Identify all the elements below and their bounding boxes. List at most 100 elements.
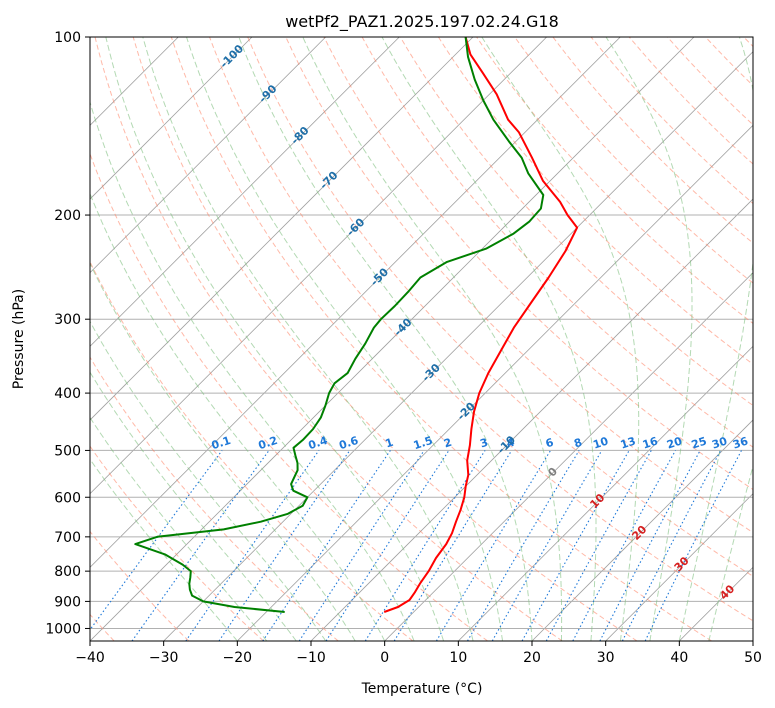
mixing-ratio-line [644, 450, 742, 641]
mixing-ratio-label: 0.6 [337, 434, 360, 452]
moist-adiabat [90, 416, 268, 641]
dry-adiabat [94, 37, 563, 641]
y-tick-label: 1000 [45, 621, 81, 637]
moist-adiabat [381, 37, 597, 641]
y-tick-label: 200 [54, 208, 81, 224]
isotherm-line [90, 37, 326, 274]
moist-adiabat [238, 37, 533, 641]
dry-adiabat [323, 37, 753, 491]
mixing-ratio-line [572, 450, 676, 641]
x-tick-label: 30 [597, 650, 615, 666]
grid-layer [90, 37, 753, 641]
isotherm-line [90, 37, 400, 347]
moist-adiabat [90, 371, 297, 641]
x-tick-label: 20 [523, 650, 541, 666]
mixing-ratio-line [621, 450, 722, 641]
mixing-ratio-label: 8 [572, 436, 583, 451]
y-tick-label: 600 [54, 490, 81, 506]
mixing-ratio-label: 0.2 [257, 434, 280, 452]
mixing-ratio-line [185, 450, 320, 641]
dry-adiabat [247, 37, 753, 577]
dewpoint-profile-line [134, 37, 545, 613]
y-axis-title: Pressure (hPa) [11, 289, 27, 389]
isotherm-line [90, 37, 621, 568]
mixing-ratio-label: 10 [591, 434, 610, 451]
mixing-ratio-line [393, 450, 513, 641]
moist-adiabat [678, 37, 753, 641]
y-tick-label: 100 [54, 30, 81, 46]
plot-frame [89, 36, 754, 642]
dry-adiabat [90, 356, 339, 641]
mixing-ratio-label: 16 [641, 434, 660, 451]
profile-layer [134, 37, 579, 613]
moist-adiabat [90, 262, 356, 641]
mixing-ratio-label: 6 [544, 436, 556, 451]
isotherm-line [605, 493, 753, 641]
moist-adiabat [90, 100, 415, 641]
dry-adiabat [132, 37, 638, 641]
x-tick-label: −30 [149, 650, 179, 666]
y-tick-label: 700 [54, 530, 81, 546]
mixing-ratio-line [262, 450, 391, 641]
mixing-ratio-line [218, 450, 351, 641]
mixing-ratio-line [325, 450, 450, 641]
mixing-ratio-label: 30 [710, 434, 729, 451]
mixing-ratio-line [521, 450, 630, 641]
isotherm-line [531, 419, 753, 641]
chart-title: wetPf2_PAZ1.2025.197.02.24.G18 [285, 12, 559, 32]
x-tick-label: 10 [449, 650, 467, 666]
y-tick-label: 400 [54, 386, 81, 402]
moist-adiabat [302, 37, 563, 641]
mixing-ratio-label: 36 [731, 434, 750, 451]
x-tick-label: 0 [380, 650, 389, 666]
x-tick-label: −40 [75, 650, 105, 666]
dry-adiabat [514, 37, 753, 284]
mixing-ratio-label: 4 [505, 436, 517, 451]
mixing-ratio-label: 0.4 [307, 434, 330, 452]
y-tick-label: 800 [54, 564, 81, 580]
isotherm-line [90, 37, 695, 641]
isotherm-line [163, 51, 753, 641]
moist-adiabat [90, 458, 238, 641]
moist-adiabat [105, 37, 445, 641]
moist-adiabat [90, 192, 386, 641]
mixing-ratio-label: 1 [384, 436, 395, 451]
isotherm-line [90, 37, 253, 200]
mixing-ratio-line [298, 450, 425, 641]
y-tick-label: 300 [54, 312, 81, 328]
y-tick-label: 900 [54, 594, 81, 610]
mixing-ratio-label: 20 [665, 434, 684, 451]
moist-adiabat [142, 37, 474, 641]
isotherm-line [384, 272, 753, 641]
x-tick-label: 40 [670, 650, 688, 666]
isotherm-line [237, 124, 753, 641]
dry-adiabat [90, 445, 264, 641]
mixing-ratio-line [131, 450, 270, 641]
temperature-profile-line [383, 37, 579, 613]
mixing-ratio-label: 0.1 [210, 434, 233, 452]
mixing-ratio-line [90, 450, 223, 631]
isotherm-line [458, 345, 753, 641]
x-tick-label: −10 [296, 650, 326, 666]
mixing-ratio-line [545, 450, 652, 641]
y-tick-label: 500 [54, 443, 81, 459]
dry-adiabat [170, 37, 712, 641]
dry-adiabat [209, 37, 753, 622]
mixing-ratio-label: 3 [478, 436, 489, 451]
isotherm-line [90, 37, 474, 421]
x-tick-label: 50 [744, 650, 762, 666]
dry-adiabat [399, 37, 753, 407]
x-axis-title: Temperature (°C) [361, 681, 483, 697]
moist-adiabat [605, 37, 693, 641]
dry-adiabat [90, 152, 488, 641]
dry-adiabat [437, 37, 753, 365]
mixing-ratio-label: 25 [690, 435, 709, 452]
x-tick-label: −20 [223, 650, 253, 666]
mixing-ratio-label: 2 [442, 436, 453, 451]
isotherm-line [90, 37, 547, 495]
mixing-ratio-label: 13 [619, 435, 638, 452]
dry-adiabat [90, 530, 190, 641]
axes: −40 −30 −20 −10 0 10 20 30 40 5010020030040050060… [45, 30, 762, 666]
dry-adiabat [90, 260, 414, 641]
